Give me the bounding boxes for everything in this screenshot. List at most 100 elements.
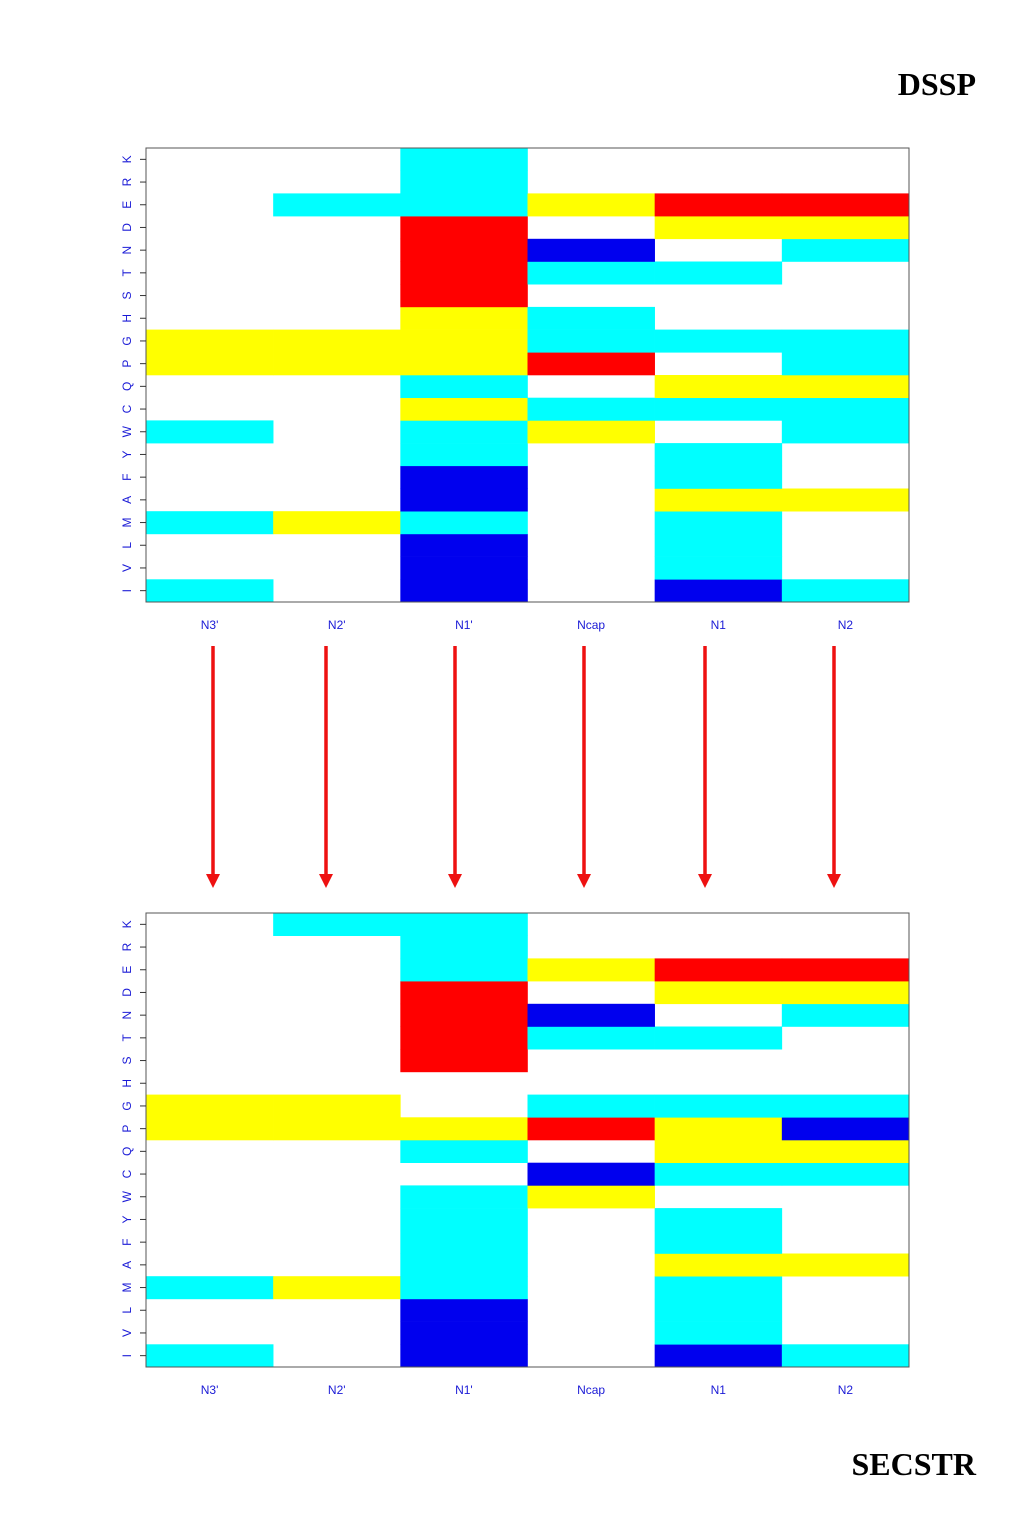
y-tick-label: W — [120, 1190, 134, 1202]
x-tick-label: N2 — [838, 618, 854, 632]
secstr-label: SECSTR — [852, 1446, 977, 1482]
y-tick-label: L — [120, 1307, 134, 1314]
heat-cell — [400, 1208, 528, 1232]
heat-cell — [781, 352, 910, 376]
heat-cell — [654, 556, 783, 580]
y-tick-label: N — [120, 1011, 134, 1020]
y-tick-label: A — [120, 1261, 134, 1269]
heat-cell — [400, 465, 528, 489]
heat-cell — [400, 375, 528, 398]
heat-cell — [654, 1298, 783, 1322]
heat-cell — [400, 1185, 528, 1209]
y-tick-label: D — [120, 223, 134, 232]
heat-cell — [527, 1162, 655, 1186]
plot-frame — [145, 912, 910, 1368]
down-arrow — [448, 646, 462, 888]
heat-cell — [400, 1298, 528, 1322]
heat-cell — [400, 284, 528, 308]
y-tick-label: K — [120, 155, 134, 163]
heat-cell — [654, 1344, 783, 1368]
y-tick-label: I — [120, 1354, 134, 1357]
heat-cell — [527, 420, 655, 444]
heat-cell — [400, 981, 528, 1005]
heat-cell — [654, 488, 783, 512]
x-tick-label: N3' — [201, 618, 219, 632]
y-tick-label: P — [120, 1125, 134, 1133]
heat-cell — [654, 193, 783, 217]
y-tick-label: Q — [120, 1147, 134, 1156]
heat-cell — [781, 1344, 910, 1368]
heat-cell — [654, 1026, 783, 1050]
y-tick-label: K — [120, 920, 134, 928]
y-tick-label: C — [120, 1169, 134, 1178]
heat-cell — [400, 1026, 528, 1050]
heat-cell — [781, 579, 910, 603]
down-arrow — [827, 646, 841, 888]
y-tick-label: R — [120, 177, 134, 186]
heat-cell — [400, 958, 528, 982]
heat-cell — [654, 1162, 783, 1186]
heat-cell — [400, 533, 528, 557]
dssp-heatmap: I V L M A F Y W C Q P G H S T N D E R K N3' N2' N1' Ncap N1 N2 — [120, 147, 910, 632]
heat-cell — [654, 579, 783, 603]
x-tick-label: N2' — [328, 618, 346, 632]
heat-cell — [400, 329, 528, 353]
y-tick-label: T — [120, 269, 134, 277]
heat-cell — [400, 488, 528, 512]
heat-cell — [273, 1276, 401, 1300]
heat-cell — [400, 935, 528, 959]
y-tick-label: P — [120, 360, 134, 368]
heat-cell — [146, 420, 274, 444]
heat-cell — [400, 1049, 528, 1073]
heat-cell — [400, 352, 528, 376]
y-tick-label: W — [120, 425, 134, 437]
y-tick-label: F — [120, 1238, 134, 1245]
heat-cell — [527, 238, 655, 262]
heat-cell — [273, 511, 401, 535]
heat-cell — [400, 1253, 528, 1277]
heat-cell — [654, 981, 783, 1005]
down-arrow — [319, 646, 333, 888]
y-tick-label: C — [120, 404, 134, 413]
heat-cell — [654, 533, 783, 557]
down-arrow — [577, 646, 591, 888]
secstr-heatmap: I V L M A F Y W C Q P G H S T N D E R K N3' N2' N1' Ncap N1 N2 — [120, 912, 910, 1397]
heat-cell — [146, 511, 274, 535]
heat-cell — [654, 1140, 783, 1163]
heat-cell — [654, 329, 783, 353]
heat-cell — [527, 1185, 655, 1209]
y-tick-label: T — [120, 1034, 134, 1042]
y-tick-label: S — [120, 1057, 134, 1065]
y-tick-label: S — [120, 292, 134, 300]
y-tick-label: F — [120, 473, 134, 480]
heat-cell — [400, 511, 528, 535]
arrows-group — [206, 646, 841, 888]
heat-cell — [146, 1344, 274, 1368]
y-tick-label: L — [120, 542, 134, 549]
x-tick-label: N2 — [838, 1383, 854, 1397]
heat-cell — [400, 216, 528, 240]
heat-cell — [781, 216, 910, 240]
heat-cell — [781, 981, 910, 1005]
heat-cell — [781, 397, 910, 421]
dssp-label: DSSP — [898, 66, 976, 102]
heat-cell — [654, 465, 783, 489]
heat-cell — [273, 913, 401, 936]
x-tick-label: N1 — [711, 1383, 727, 1397]
heat-cell — [400, 556, 528, 580]
heat-cell — [781, 488, 910, 512]
heat-cell — [781, 329, 910, 353]
heat-cell — [400, 1321, 528, 1345]
y-tick-label: H — [120, 314, 134, 323]
heat-cell — [654, 1230, 783, 1254]
heat-cell — [527, 1094, 655, 1118]
y-tick-label: D — [120, 988, 134, 997]
heat-cell — [400, 579, 528, 603]
heat-cell — [273, 1094, 401, 1118]
y-tick-label: I — [120, 589, 134, 592]
heat-cell — [400, 913, 528, 936]
y-tick-label: N — [120, 246, 134, 255]
y-tick-label: E — [120, 966, 134, 974]
y-tick-label: E — [120, 201, 134, 209]
heat-cell — [654, 1208, 783, 1232]
